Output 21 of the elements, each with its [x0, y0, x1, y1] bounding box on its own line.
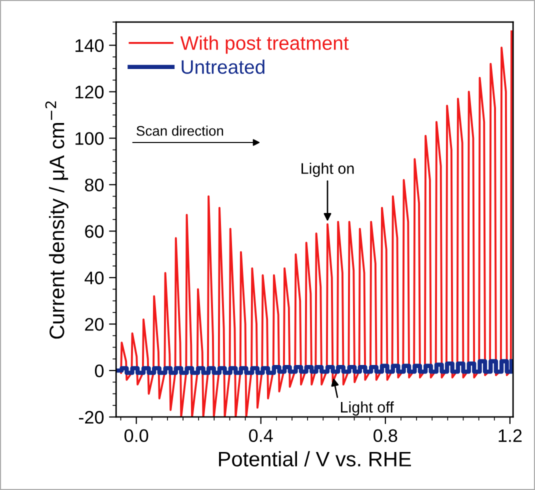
- x-tick-label: 0.0: [124, 429, 148, 442]
- annotation: Light off: [340, 401, 394, 416]
- y-tick-label: 140: [76, 39, 104, 52]
- y-tick-label: 120: [76, 86, 104, 98]
- legend-label: Untreated: [182, 60, 264, 74]
- x-tick-label: 0.8: [374, 429, 398, 442]
- y-tick-label: 100: [76, 132, 104, 145]
- y-tick-label: 40: [84, 272, 104, 284]
- y-tick-label: 80: [84, 178, 104, 192]
- legend-label: With post treatment: [180, 36, 349, 54]
- y-tick-label: 0: [94, 364, 104, 378]
- x-tick-label: 1.2: [498, 429, 522, 442]
- annotation: Light on: [302, 162, 354, 177]
- y-axis-title: Current density / μA cm$^{−2}$: [45, 101, 68, 339]
- line-series: [120, 30, 512, 417]
- y-tick-label: 20: [85, 318, 104, 331]
- x-axis-title: Potential / V vs. RHE: [219, 451, 411, 466]
- y-tick-label: 60: [85, 225, 104, 238]
- x-tick-label: 0.4: [249, 429, 273, 442]
- annotation: Scan direction: [136, 126, 224, 136]
- y-tick-label: -20: [79, 410, 104, 424]
